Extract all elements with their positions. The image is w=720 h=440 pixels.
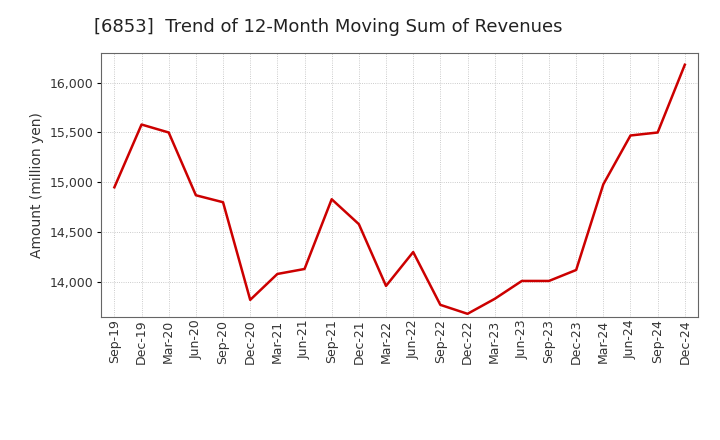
Text: [6853]  Trend of 12-Month Moving Sum of Revenues: [6853] Trend of 12-Month Moving Sum of R…	[94, 18, 562, 36]
Y-axis label: Amount (million yen): Amount (million yen)	[30, 112, 45, 258]
